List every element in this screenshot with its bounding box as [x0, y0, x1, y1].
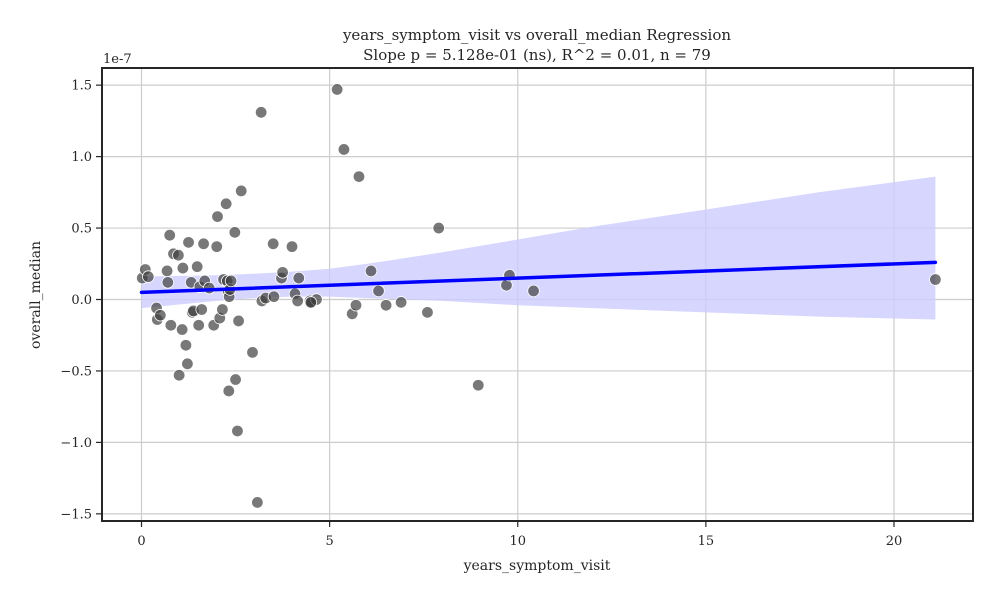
data-point	[292, 271, 305, 285]
y-tick-label: −1.0	[60, 436, 92, 451]
y-tick-label: 1.0	[71, 150, 92, 165]
y-tick-label: −0.5	[60, 364, 92, 379]
regression-line-layer	[139, 260, 938, 295]
data-point	[181, 357, 194, 371]
x-tick-label: 15	[698, 534, 715, 549]
data-point	[164, 319, 178, 332]
data-point	[254, 106, 268, 119]
data-point	[231, 424, 244, 438]
data-point	[179, 339, 193, 352]
data-point	[246, 346, 259, 359]
data-point	[379, 299, 393, 312]
data-point	[211, 210, 224, 223]
data-point	[142, 270, 155, 283]
x-tick-label: 5	[325, 534, 333, 549]
data-point	[172, 369, 186, 382]
data-point	[160, 264, 174, 278]
data-point	[182, 236, 195, 249]
data-point	[163, 228, 176, 242]
data-point	[251, 496, 264, 509]
data-point	[175, 323, 189, 336]
data-point	[337, 143, 351, 156]
data-point	[276, 266, 289, 279]
x-tick-label: 0	[137, 534, 145, 549]
data-point	[190, 260, 204, 273]
data-point	[228, 226, 242, 239]
data-point	[304, 296, 318, 309]
data-point	[192, 319, 205, 332]
x-axis: 0 5 10 15 20	[137, 521, 902, 549]
data-point	[219, 197, 233, 210]
data-point	[154, 309, 167, 322]
data-point	[472, 379, 485, 392]
x-tick-label: 20	[886, 534, 903, 549]
y-axis-label: overall_median	[28, 241, 44, 349]
y-offset-label: 1e-7	[103, 52, 132, 67]
data-point	[527, 284, 540, 298]
data-point	[349, 299, 363, 312]
data-point	[394, 296, 408, 309]
x-axis-label: years_symptom_visit	[463, 558, 611, 574]
data-point	[195, 303, 208, 316]
data-point	[372, 284, 385, 298]
x-tick-label: 10	[509, 534, 526, 549]
data-point	[197, 237, 210, 250]
plot-frame	[101, 67, 974, 522]
data-point	[229, 373, 242, 386]
data-point	[929, 273, 942, 286]
data-point	[432, 221, 445, 235]
data-point	[291, 294, 304, 308]
y-tick-label: −1.5	[60, 507, 92, 522]
y-axis: −1.5 −1.0 −0.5 0.0 0.5 1.0 1.5	[60, 79, 102, 522]
data-point	[352, 170, 366, 183]
y-tick-label: 0.0	[71, 293, 92, 308]
data-point	[235, 184, 248, 198]
data-point	[161, 276, 175, 289]
regression-line	[139, 260, 938, 295]
scatter-points	[136, 83, 942, 509]
data-point	[222, 384, 235, 398]
data-point	[232, 314, 245, 328]
y-tick-label: 0.5	[71, 222, 92, 237]
data-point	[172, 249, 185, 262]
data-point	[176, 261, 190, 275]
data-point	[421, 306, 434, 319]
data-point	[330, 83, 344, 96]
data-point	[285, 240, 299, 253]
data-point	[364, 264, 378, 278]
y-tick-label: 1.5	[71, 79, 92, 94]
data-point	[267, 290, 281, 303]
data-point	[210, 240, 223, 253]
chart-subtitle: Slope p = 5.128e-01 (ns), R^2 = 0.01, n …	[363, 46, 711, 64]
chart-title: years_symptom_visit vs overall_median Re…	[342, 26, 731, 44]
data-point	[266, 237, 280, 250]
data-point	[216, 303, 229, 316]
data-point	[224, 274, 238, 288]
